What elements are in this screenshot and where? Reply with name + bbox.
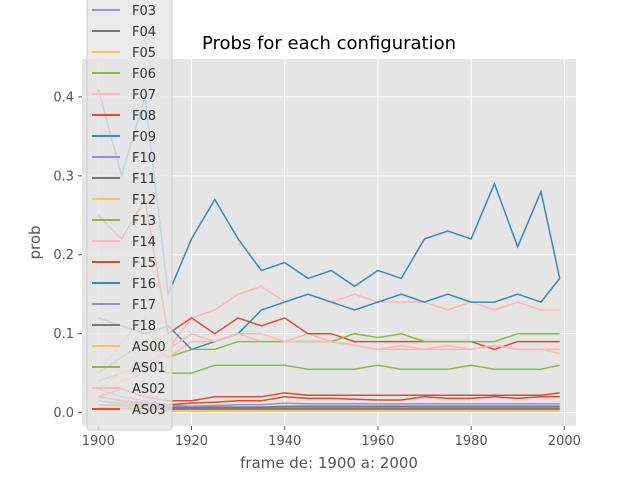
legend-label: F03 bbox=[132, 4, 156, 19]
series-line-f18 bbox=[98, 403, 560, 409]
y-tick-label: 0.2 bbox=[53, 248, 74, 263]
legend-label: AS02 bbox=[132, 382, 166, 397]
x-tick-label: 1920 bbox=[175, 434, 208, 449]
legend-label: F18 bbox=[132, 319, 156, 334]
x-tick-label: 1900 bbox=[82, 434, 115, 449]
chart-title: Probs for each configuration bbox=[202, 33, 456, 54]
legend-label: F11 bbox=[132, 172, 156, 187]
legend-label: F10 bbox=[132, 151, 156, 166]
legend-label: F15 bbox=[132, 256, 156, 271]
legend-label: F05 bbox=[132, 46, 156, 61]
legend: F03 F04 F05 F06 F07 F08 F09 F10 F11 F12 F13 F14 F15 F… bbox=[86, 0, 173, 431]
series-lines bbox=[97, 88, 561, 412]
y-tick-label: 0.4 bbox=[53, 90, 74, 105]
legend-label: F14 bbox=[132, 235, 156, 250]
legend-label: AS03 bbox=[132, 403, 166, 418]
legend-label: F09 bbox=[132, 130, 156, 145]
series-line-f08 bbox=[98, 396, 560, 406]
y-tick-label: 0.1 bbox=[53, 327, 74, 342]
legend-label: AS00 bbox=[132, 340, 166, 355]
legend-box bbox=[86, 0, 173, 431]
legend-label: F16 bbox=[132, 277, 156, 292]
series-line-as03 bbox=[98, 388, 560, 402]
legend-label: F06 bbox=[132, 67, 156, 82]
series-line-f09 bbox=[97, 88, 561, 298]
x-tick-label: 1960 bbox=[361, 434, 394, 449]
legend-label: AS01 bbox=[132, 361, 166, 376]
y-axis-label: prob bbox=[26, 225, 44, 259]
x-tick-label: 1980 bbox=[455, 434, 488, 449]
legend-label: F13 bbox=[132, 214, 156, 229]
legend-label: F17 bbox=[132, 298, 156, 313]
y-tick-label: 0.0 bbox=[53, 406, 74, 421]
series-line-as02 bbox=[97, 332, 560, 390]
legend-label: F08 bbox=[132, 109, 156, 124]
x-axis-label: frame de: 1900 a: 2000 bbox=[240, 454, 418, 472]
x-tick-label: 1940 bbox=[268, 434, 301, 449]
series-line-as00 bbox=[98, 408, 560, 412]
series-line-f16 bbox=[98, 277, 561, 351]
axis-ticks: 1900 1920 1940 1960 1980 2000 0.0 0.1 0.2 0.3 0.4 bbox=[53, 90, 581, 449]
y-tick-label: 0.3 bbox=[53, 169, 74, 184]
series-line-f10 bbox=[98, 407, 560, 411]
legend-label: F04 bbox=[132, 25, 156, 40]
legend-label: F12 bbox=[132, 193, 156, 208]
series-line-f11 bbox=[98, 407, 560, 411]
x-tick-label: 2000 bbox=[548, 434, 581, 449]
legend-label: F07 bbox=[132, 88, 156, 103]
series-line-f03 bbox=[98, 388, 560, 409]
series-line-f17 bbox=[98, 399, 560, 408]
series-line-f13 bbox=[98, 364, 560, 382]
